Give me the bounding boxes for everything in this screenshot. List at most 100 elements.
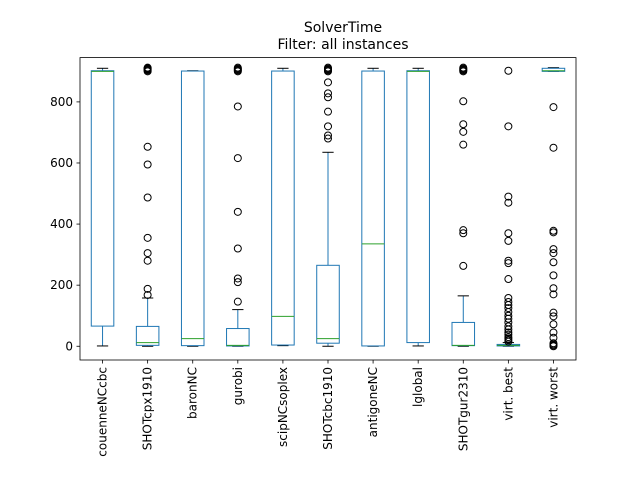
outlier-point	[233, 102, 242, 111]
x-tick-label: couenneNCcbc	[96, 367, 110, 457]
outlier-point	[233, 278, 242, 287]
outlier-point	[324, 134, 332, 143]
box-group-2	[180, 70, 205, 347]
outlier-point	[143, 142, 152, 151]
outlier-point	[459, 127, 468, 136]
outlier-point	[143, 160, 152, 169]
outlier-point	[504, 66, 513, 75]
plot-marks	[90, 63, 566, 351]
outlier-point	[504, 297, 513, 306]
outlier-point	[549, 258, 558, 267]
outlier-point	[459, 63, 468, 72]
outlier-point	[549, 226, 558, 235]
outlier-point	[324, 131, 332, 140]
outlier-point	[504, 322, 513, 331]
outlier-point	[549, 320, 558, 329]
box-group-9	[496, 66, 521, 347]
chart-title: SolverTime	[304, 20, 382, 36]
outlier-point	[504, 236, 513, 245]
outlier-point	[324, 122, 332, 131]
x-tick-label: SHOTgur2310	[456, 367, 470, 451]
y-tick-label: 200	[50, 278, 73, 292]
outlier-point	[324, 78, 332, 87]
box-group-7	[406, 67, 430, 347]
box-group-5	[316, 63, 340, 347]
outlier-point	[143, 256, 152, 265]
outlier-point	[143, 290, 152, 299]
outlier-point	[504, 275, 513, 284]
outlier-point	[504, 198, 513, 207]
outlier-point	[549, 308, 558, 317]
outlier-point	[504, 259, 513, 268]
outlier-point	[143, 233, 152, 242]
box-group-3	[226, 63, 250, 347]
x-tick-label: SHOTcbc1910	[321, 367, 335, 450]
outlier-point	[233, 63, 242, 72]
outlier-point	[233, 207, 242, 216]
outlier-point	[549, 312, 558, 321]
outlier-point	[504, 229, 513, 238]
box-group-10	[541, 67, 566, 351]
outlier-point	[233, 274, 242, 283]
outlier-point	[504, 311, 513, 320]
outlier-point	[504, 256, 513, 265]
y-tick-label: 0	[65, 339, 73, 353]
outlier-point	[459, 261, 468, 270]
outlier-point	[143, 249, 152, 258]
y-axis: 0 200 400 600 800	[50, 95, 80, 353]
y-tick-label: 800	[50, 95, 73, 109]
iqr-box	[316, 264, 340, 344]
x-tick-label: antigoneNC	[366, 367, 380, 437]
outlier-point	[549, 328, 558, 337]
outlier-point	[504, 122, 513, 131]
iqr-box	[451, 321, 476, 347]
outlier-point	[549, 339, 558, 348]
x-tick-label: virt. best	[501, 367, 515, 421]
iqr-box	[180, 70, 205, 347]
outlier-point	[504, 330, 513, 339]
outlier-point	[459, 120, 468, 129]
outlier-point	[504, 328, 513, 337]
box-group-8	[451, 63, 476, 347]
outlier-point	[459, 226, 468, 235]
outlier-point	[549, 271, 558, 280]
outlier-point	[233, 244, 242, 253]
y-tick-label: 400	[50, 217, 73, 231]
x-axis: couenneNCcbc SHOTcpx1910 baronNC gurobi scip…	[96, 360, 560, 457]
outlier-point	[504, 333, 513, 342]
iqr-box	[271, 70, 295, 346]
iqr-box	[135, 325, 160, 346]
outlier-point	[504, 293, 513, 302]
outlier-point	[549, 245, 558, 254]
outlier-point	[459, 229, 468, 238]
y-tick-label: 600	[50, 156, 73, 170]
chart-subtitle: Filter: all instances	[277, 37, 408, 53]
outlier-point	[549, 103, 558, 112]
outlier-point	[233, 154, 242, 163]
x-tick-label: lglobal	[411, 367, 425, 407]
outlier-point	[143, 63, 152, 72]
outlier-point	[324, 93, 332, 102]
outlier-point	[504, 304, 513, 313]
outlier-point	[324, 89, 332, 98]
box-group-4	[271, 67, 295, 347]
box-group-6	[361, 67, 385, 347]
iqr-box	[361, 70, 385, 347]
x-tick-label: scipNCsoplex	[276, 367, 290, 447]
outlier-point	[324, 63, 332, 72]
outlier-point	[549, 284, 558, 293]
outlier-point	[233, 297, 242, 306]
iqr-box	[226, 328, 250, 347]
outlier-point	[459, 140, 468, 149]
x-tick-label: baronNC	[186, 367, 200, 419]
outlier-point	[549, 249, 558, 258]
x-tick-label: virt. worst	[546, 367, 560, 428]
outlier-point	[143, 193, 152, 202]
outlier-point	[549, 333, 558, 342]
x-tick-label: gurobi	[231, 367, 245, 405]
outlier-point	[504, 192, 513, 201]
box-group-1	[135, 63, 160, 347]
iqr-box	[406, 70, 430, 344]
